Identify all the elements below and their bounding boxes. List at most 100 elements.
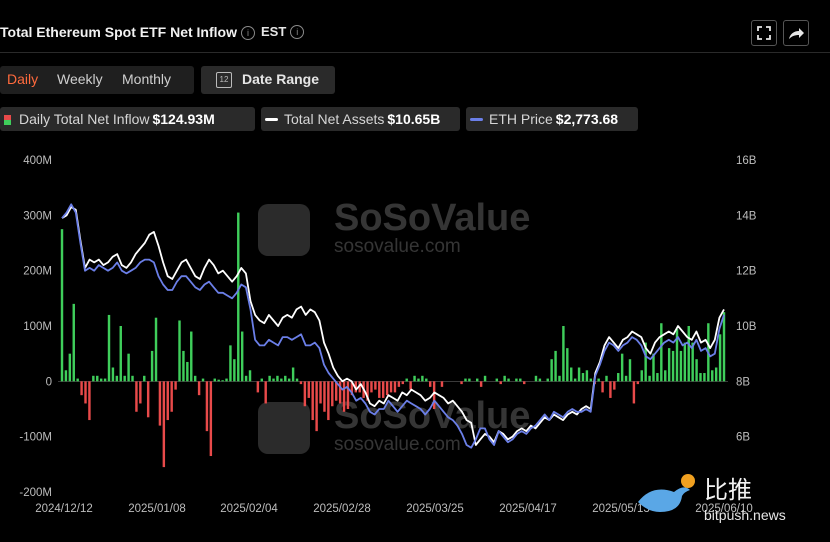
inflow-bar [711,370,714,382]
watermark-url: sosovalue.com [334,236,461,257]
timezone-info-icon[interactable]: i [290,25,305,39]
inflow-bar [534,375,538,382]
inflow-bar [291,367,295,382]
legend-net-inflow-label: Daily Total Net Inflow [19,111,150,127]
inflow-bar [209,381,213,457]
tab-daily[interactable]: Daily [7,71,39,87]
inflow-bar [597,378,600,382]
x-tick: 2024/12/12 [35,503,93,515]
x-tick: 2025/01/08 [128,503,186,515]
legend-net-inflow[interactable]: Daily Total Net Inflow $124.93M [0,107,255,131]
watermark-group: SoSoValuesosovalue.comSoSoValuesosovalue… [258,197,530,455]
inflow-bar [272,378,275,382]
inflow-bar [166,381,169,421]
inflow-bar [327,381,330,421]
inflow-bar [699,373,702,382]
inflow-bar [468,378,471,382]
inflow-bar [417,378,420,382]
inflow-bar [76,378,79,382]
inflow-bar [331,381,334,407]
inflow-bar [640,370,643,382]
info-icon[interactable]: i [240,26,255,40]
inflow-bar [656,373,659,382]
inflow-bar [354,381,357,393]
legend-net-assets[interactable]: Total Net Assets $10.65B [261,107,460,131]
inflow-bar [311,381,314,421]
x-axis: 2024/12/12 2025/01/08 2025/02/04 2025/02/28… [35,503,753,515]
inflow-bar [92,375,95,382]
inflow-bar [307,381,310,398]
net-inflow-bars [60,212,726,468]
inflow-bar [671,350,675,382]
inflow-bar [464,378,467,382]
date-range-button[interactable]: 12 Date Range [201,66,335,94]
inflow-bar [562,326,565,382]
inflow-bar [190,331,193,382]
chart-header: Total Ethereum Spot ETF Net Inflow i EST i [0,0,830,64]
y-left-tick: 0 [46,376,52,388]
inflow-bar [378,381,381,398]
inflow-bar [334,381,338,401]
inflow-bar [221,380,224,382]
inflow-bar [237,212,240,382]
inflow-bar [358,381,361,393]
inflow-bar [425,378,428,382]
share-icon [789,28,804,39]
inflow-bar [683,342,687,382]
inflow-bar [460,381,463,385]
inflow-bar [413,375,416,382]
inflow-bar [409,381,412,390]
legend-eth-price-label: ETH Price [489,111,553,127]
inflow-bar [111,367,115,382]
inflow-bar [393,381,397,393]
inflow-bar [119,326,122,382]
inflow-bar [636,381,640,385]
y-right-tick: 8B [736,376,750,388]
y-left-tick: -100M [19,432,52,444]
inflow-bar [385,381,389,396]
y-right-tick: 6B [736,432,750,444]
legend-eth-price[interactable]: ETH Price $2,773.68 [466,107,638,131]
inflow-bar [229,345,232,382]
fullscreen-button[interactable] [751,20,777,46]
y-left-tick: 200M [23,266,52,278]
inflow-bar [421,375,424,382]
inflow-bar [217,379,220,382]
inflow-bar [135,381,138,412]
inflow-bar [644,342,647,382]
inflow-bar [342,381,346,412]
inflow-bar [240,331,244,382]
tab-weekly[interactable]: Weekly [57,71,103,87]
inflow-bar [589,378,593,382]
legend-net-inflow-value: $124.93M [152,111,215,127]
inflow-bar [143,375,146,382]
inflow-bar [99,378,103,382]
inflow-bar [503,375,506,382]
inflow-bar [205,381,209,432]
inflow-bar [703,373,706,382]
inflow-bar [178,320,181,382]
inflow-bar [664,370,667,382]
share-button[interactable] [783,20,809,46]
inflow-bar [538,378,542,382]
inflow-bar [613,381,616,390]
watermark-logo [258,204,310,256]
inflow-bar [162,381,166,468]
net-assets-line [61,206,725,446]
inflow-bar [566,348,569,382]
header-divider [0,52,830,53]
inflow-bar [401,381,405,385]
tab-monthly[interactable]: Monthly [122,71,172,87]
inflow-bar [605,375,608,382]
legend-net-assets-value: $10.65B [387,111,441,127]
chart-title: Total Ethereum Spot ETF Net Inflow i [0,24,255,40]
net-assets-swatch [265,118,278,121]
watermark-url: sosovalue.com [334,434,461,455]
inflow-chart[interactable]: SoSoValuesosovalue.comSoSoValuesosovalue… [0,140,830,542]
inflow-bar [287,378,291,382]
x-tick: 2025/02/04 [220,503,278,515]
inflow-bar [182,350,185,382]
inflow-bar [675,328,679,382]
inflow-bar [476,378,479,382]
